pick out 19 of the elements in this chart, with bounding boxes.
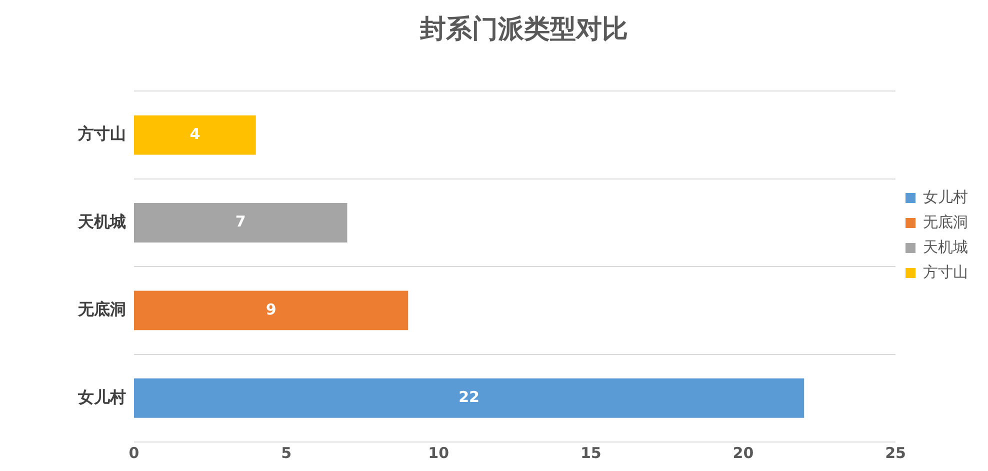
data-label: 4 — [190, 124, 200, 143]
chart-title: 封系门派类型对比 — [419, 14, 628, 44]
x-tick-label: 0 — [128, 444, 140, 462]
data-label: 7 — [235, 212, 246, 231]
x-tick-label: 15 — [580, 444, 602, 462]
y-tick-label: 天机城 — [77, 212, 126, 231]
x-tick-label: 25 — [885, 444, 906, 462]
legend-label: 无底洞 — [923, 212, 968, 231]
legend-label: 方寸山 — [923, 262, 968, 281]
legend-label: 天机城 — [923, 238, 968, 256]
legend-label: 女儿村 — [923, 188, 968, 206]
data-label: 22 — [458, 388, 480, 406]
x-tick-label: 20 — [732, 444, 754, 462]
x-tick-label: 10 — [428, 444, 450, 462]
y-tick-label: 无底洞 — [77, 300, 126, 319]
data-label: 9 — [266, 300, 276, 318]
y-tick-label: 方寸山 — [77, 124, 126, 144]
y-tick-label: 女儿村 — [77, 387, 126, 406]
x-tick-label: 5 — [281, 444, 292, 462]
